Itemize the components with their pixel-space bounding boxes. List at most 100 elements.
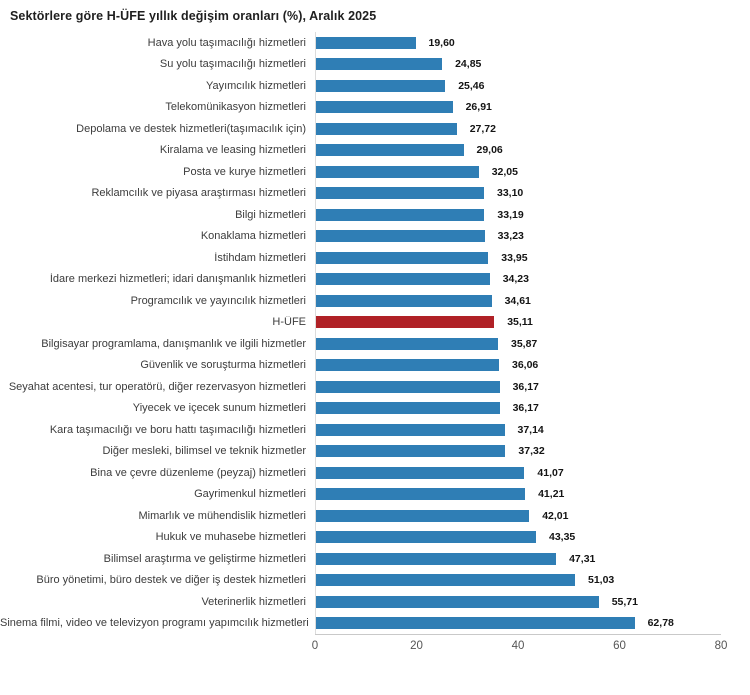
bar-row: Büro yönetimi, büro destek ve diğer iş d… (0, 569, 750, 591)
bar-row: Bilgi hizmetleri 33,19 (0, 204, 750, 226)
bar-row: Diğer mesleki, bilimsel ve teknik hizmet… (0, 440, 750, 462)
category-label: Veterinerlik hizmetleri (201, 595, 306, 608)
bar[interactable] (316, 273, 490, 286)
bar-row: İdare merkezi hizmetleri; idari danışman… (0, 268, 750, 290)
category-label: Bilgi hizmetleri (235, 208, 306, 221)
category-label: Kara taşımacılığı ve boru hattı taşımacı… (49, 423, 306, 436)
bar-row: Reklamcılık ve piyasa araştırması hizmet… (0, 182, 750, 204)
bar-row: Kara taşımacılığı ve boru hattı taşımacı… (0, 419, 750, 441)
category-label: Gayrimenkul hizmetleri (194, 488, 306, 501)
value-label: 27,72 (469, 122, 496, 135)
value-label: 24,85 (455, 58, 482, 71)
bar[interactable] (316, 79, 446, 92)
bar[interactable] (316, 165, 479, 178)
value-label: 32,05 (491, 165, 518, 178)
bar[interactable] (316, 595, 599, 608)
bar-track: 26,91 (315, 96, 750, 118)
value-label: 34,61 (504, 294, 531, 307)
bar-row: Kiralama ve leasing hizmetleri 29,06 (0, 139, 750, 161)
x-axis-tick-label: 40 (511, 640, 525, 652)
value-label: 33,95 (501, 251, 528, 264)
bar-track: 35,87 (315, 333, 750, 355)
value-label: 36,17 (512, 380, 539, 393)
bar[interactable] (316, 509, 530, 522)
bar-track: 33,19 (315, 204, 750, 226)
bar[interactable] (316, 359, 499, 372)
bar[interactable] (316, 187, 484, 200)
bar-track: 36,06 (315, 354, 750, 376)
category-label: Mimarlık ve mühendislik hizmetleri (138, 509, 307, 522)
value-label: 33,10 (497, 187, 524, 200)
x-axis: 0 20 40 60 80 (312, 634, 727, 658)
bar[interactable] (316, 294, 492, 307)
bar[interactable] (316, 617, 635, 630)
bar-track: 55,71 (315, 591, 750, 613)
category-label: Diğer mesleki, bilimsel ve teknik hizmet… (102, 445, 306, 458)
bar[interactable] (316, 36, 416, 49)
bar[interactable] (316, 423, 505, 436)
bar-row: Bilimsel araştırma ve geliştirme hizmetl… (0, 548, 750, 570)
x-axis-tick-label: 60 (613, 640, 626, 652)
bar-row: İstihdam hizmetleri 33,95 (0, 247, 750, 269)
bar-row: H-ÜFE 35,11 (0, 311, 750, 333)
bar[interactable] (316, 488, 526, 501)
bar-row: Su yolu taşımacılığı hizmetleri 24,85 (0, 53, 750, 75)
category-label: İstihdam hizmetleri (214, 251, 306, 264)
x-axis-tick-label: 20 (410, 640, 423, 652)
category-label: Posta ve kurye hizmetleri (183, 165, 306, 178)
bar-track: 24,85 (315, 53, 750, 75)
bar[interactable] (316, 122, 457, 135)
category-label: Bilimsel araştırma ve geliştirme hizmetl… (103, 552, 306, 565)
bar-track: 34,61 (315, 290, 750, 312)
bar-track: 29,06 (315, 139, 750, 161)
bar-track: 62,78 (315, 612, 750, 634)
category-label: Hava yolu taşımacılığı hizmetleri (147, 36, 306, 49)
value-label: 36,06 (512, 359, 539, 372)
value-label: 37,14 (517, 423, 544, 436)
value-label: 35,11 (507, 316, 533, 329)
bar[interactable] (316, 144, 464, 157)
bar-track: 33,23 (315, 225, 750, 247)
bar-track: 37,14 (315, 419, 750, 441)
bar-track: 33,10 (315, 182, 750, 204)
bar[interactable] (316, 531, 536, 544)
bar[interactable] (316, 251, 489, 264)
bar-track: 42,01 (315, 505, 750, 527)
value-label: 37,32 (518, 445, 545, 458)
bar[interactable] (316, 230, 485, 243)
category-label: Sinema filmi, video ve televizyon progra… (0, 617, 309, 630)
category-label: Güvenlik ve soruşturma hizmetleri (140, 359, 306, 372)
bar[interactable] (316, 58, 443, 71)
bar-highlight[interactable] (316, 316, 495, 329)
bar-row: Depolama ve destek hizmetleri(taşımacılı… (0, 118, 750, 140)
bar[interactable] (316, 466, 525, 479)
category-label: Hukuk ve muhasebe hizmetleri (155, 531, 306, 544)
value-label: 34,23 (502, 273, 529, 286)
bar[interactable] (316, 445, 506, 458)
bar-track: 37,32 (315, 440, 750, 462)
bar-row: Mimarlık ve mühendislik hizmetleri 42,01 (0, 505, 750, 527)
bar[interactable] (316, 101, 453, 114)
bar[interactable] (316, 402, 500, 415)
bar-track: 25,46 (315, 75, 750, 97)
bar-row: Programcılık ve yayıncılık hizmetleri 34,… (0, 290, 750, 312)
bar-row: Veterinerlik hizmetleri 55,71 (0, 591, 750, 613)
bar-row: Seyahat acentesi, tur operatörü, diğer r… (0, 376, 750, 398)
bar-row: Yiyecek ve içecek sunum hizmetleri 36,17 (0, 397, 750, 419)
value-label: 43,35 (549, 531, 576, 544)
category-label: H-ÜFE (272, 316, 306, 329)
bar[interactable] (316, 552, 557, 565)
category-label: Seyahat acentesi, tur operatörü, diğer r… (8, 380, 306, 393)
bar[interactable] (316, 337, 498, 350)
bar-row: Telekomünikasyon hizmetleri 26,91 (0, 96, 750, 118)
bar[interactable] (316, 574, 575, 587)
value-label: 51,03 (588, 574, 615, 587)
bar-track: 27,72 (315, 118, 750, 140)
category-label: Depolama ve destek hizmetleri(taşımacılı… (76, 122, 306, 135)
bar[interactable] (316, 208, 485, 221)
value-label: 25,46 (458, 79, 485, 92)
bar[interactable] (316, 380, 500, 393)
category-label: Konaklama hizmetleri (200, 230, 306, 243)
value-label: 19,60 (428, 36, 455, 49)
bar-row: Bilgisayar programlama, danışmanlık ve i… (0, 333, 750, 355)
